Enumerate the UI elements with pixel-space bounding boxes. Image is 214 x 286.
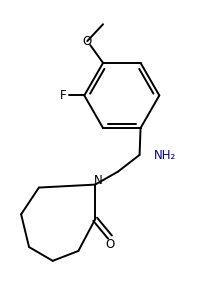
Text: NH₂: NH₂ [153, 149, 176, 162]
Text: N: N [94, 174, 103, 187]
Text: F: F [60, 89, 67, 102]
Text: O: O [105, 239, 114, 251]
Text: O: O [83, 35, 92, 47]
